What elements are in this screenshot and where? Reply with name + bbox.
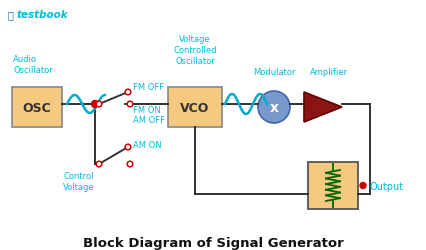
- Text: Audio
Oscillator: Audio Oscillator: [13, 55, 53, 75]
- Circle shape: [258, 92, 290, 124]
- Circle shape: [125, 144, 131, 150]
- Circle shape: [360, 183, 366, 189]
- Text: OSC: OSC: [23, 101, 52, 114]
- Circle shape: [127, 162, 133, 167]
- FancyBboxPatch shape: [12, 88, 62, 128]
- Text: Voltage
Controlled
Oscillator: Voltage Controlled Oscillator: [173, 35, 217, 66]
- Text: x: x: [270, 100, 279, 114]
- Text: testbook: testbook: [17, 10, 69, 20]
- Circle shape: [96, 102, 102, 107]
- FancyBboxPatch shape: [168, 88, 222, 128]
- Circle shape: [125, 90, 131, 96]
- Text: Modulator: Modulator: [253, 68, 295, 77]
- Text: Amplifier: Amplifier: [310, 68, 348, 77]
- Circle shape: [96, 162, 102, 167]
- Text: ⬛: ⬛: [8, 10, 14, 20]
- Text: FM OFF: FM OFF: [133, 83, 164, 92]
- Text: Control
Voltage: Control Voltage: [63, 171, 95, 191]
- Circle shape: [127, 102, 133, 107]
- FancyBboxPatch shape: [308, 162, 358, 209]
- Text: VCO: VCO: [180, 101, 210, 114]
- Text: AM ON: AM ON: [133, 140, 161, 149]
- Circle shape: [92, 101, 98, 108]
- Text: Block Diagram of Signal Generator: Block Diagram of Signal Generator: [83, 236, 343, 249]
- Text: FM ON
AM OFF: FM ON AM OFF: [133, 106, 165, 125]
- Text: Output: Output: [370, 181, 404, 191]
- Polygon shape: [304, 93, 342, 122]
